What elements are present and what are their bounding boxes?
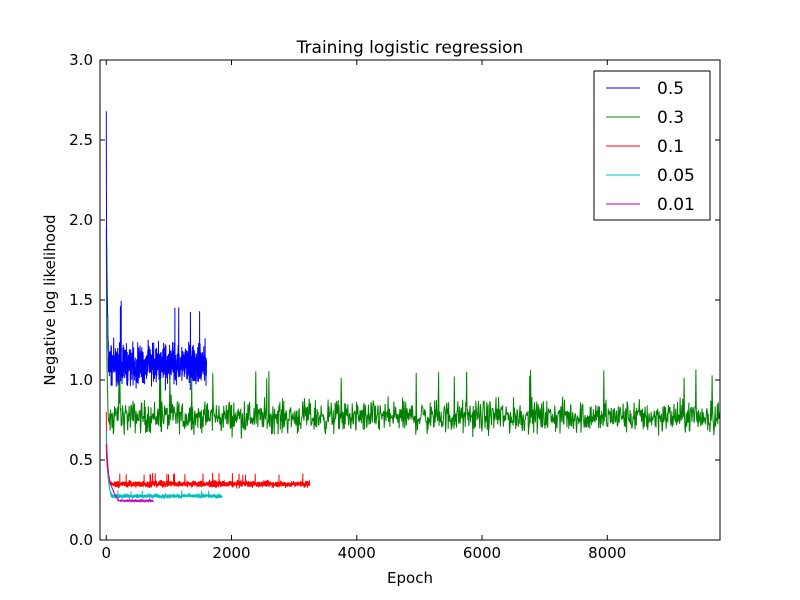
legend-label: 0.5 (657, 79, 684, 99)
series-line-0.3 (105, 227, 720, 439)
series-line-0.05 (105, 431, 223, 500)
series-line-0.01 (105, 443, 154, 504)
legend: 0.5 0.3 0.1 0.05 0.01 (593, 70, 711, 221)
legend-label: 0.01 (657, 195, 695, 215)
series-line-0.1 (105, 411, 311, 489)
y-tick-label: 2.0 (69, 211, 93, 229)
series-layer (105, 111, 720, 504)
x-tick-label: 4000 (338, 544, 376, 562)
x-tick-label: 6000 (463, 544, 501, 562)
x-tick-label: 8000 (588, 544, 626, 562)
chart-title: Training logistic regression (296, 38, 524, 58)
y-tick-label: 0.0 (69, 531, 93, 549)
legend-label: 0.1 (657, 137, 684, 157)
y-tick-label: 3.0 (69, 51, 93, 69)
x-axis-label: Epoch (387, 569, 433, 587)
y-axis-label: Negative log likelihood (41, 214, 59, 385)
tick-layer: 0 2000 4000 6000 8000 0.0 0.5 1.0 1.5 2.0 2.5 3.0 (69, 51, 720, 562)
y-tick-label: 0.5 (69, 451, 93, 469)
x-tick-label: 2000 (212, 544, 250, 562)
series-line-0.5 (105, 111, 207, 391)
legend-label: 0.05 (657, 166, 695, 186)
y-tick-label: 1.5 (69, 291, 93, 309)
legend-label: 0.3 (657, 108, 684, 128)
y-tick-label: 2.5 (69, 131, 93, 149)
y-tick-label: 1.0 (69, 371, 93, 389)
x-tick-label: 0 (101, 544, 111, 562)
